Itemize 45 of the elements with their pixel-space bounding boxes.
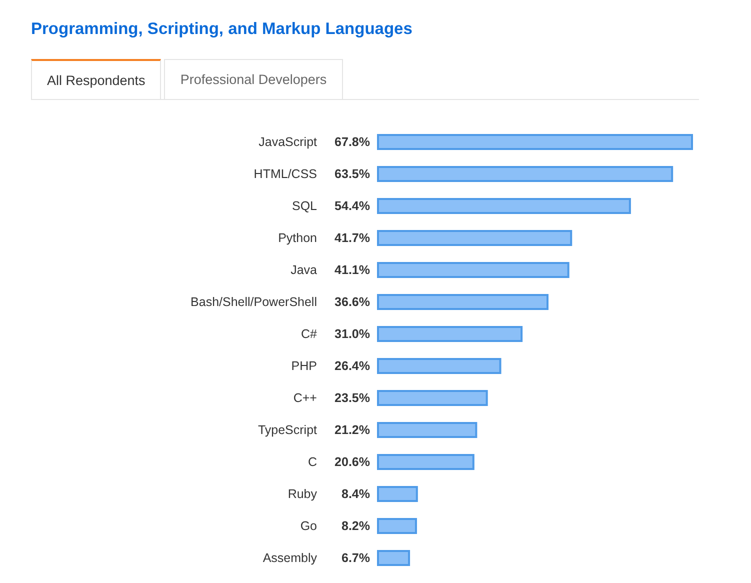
bar bbox=[377, 230, 572, 246]
bar bbox=[377, 294, 549, 310]
bar bbox=[377, 134, 693, 150]
data-label: 20.6% bbox=[334, 455, 370, 469]
data-label: 21.2% bbox=[334, 423, 370, 437]
y-tick-label: SQL bbox=[292, 199, 318, 213]
data-label: 54.4% bbox=[334, 199, 370, 213]
bar bbox=[377, 454, 474, 470]
bar bbox=[377, 358, 502, 374]
y-tick-label: Ruby bbox=[288, 487, 318, 501]
bar bbox=[377, 486, 418, 502]
bar bbox=[377, 550, 410, 566]
data-label: 8.4% bbox=[342, 487, 370, 501]
text: Professional Developers bbox=[164, 59, 343, 99]
y-tick-label: Bash/Shell/PowerShell bbox=[190, 295, 317, 309]
y-tick-label: PHP bbox=[291, 359, 317, 373]
text: All Respondents bbox=[31, 59, 162, 99]
data-label: 26.4% bbox=[334, 359, 370, 373]
y-tick-label: Assembly bbox=[262, 551, 318, 565]
y-tick-label: Go bbox=[300, 519, 318, 533]
y-tick-label: Python bbox=[278, 231, 318, 245]
bar bbox=[377, 198, 631, 214]
data-label: 8.2% bbox=[342, 519, 370, 533]
text: Programming, Scripting, and Markup Languages bbox=[31, 20, 412, 39]
y-tick-label: Java bbox=[290, 263, 318, 277]
data-label: 31.0% bbox=[334, 327, 370, 341]
data-label: 23.5% bbox=[334, 391, 370, 405]
y-tick-label: TypeScript bbox=[258, 423, 318, 437]
y-tick-label: HTML/CSS bbox=[254, 167, 317, 181]
bar bbox=[377, 422, 478, 438]
bar bbox=[377, 166, 674, 182]
data-label: 41.7% bbox=[334, 231, 370, 245]
data-label: 41.1% bbox=[334, 263, 370, 277]
data-label: 36.6% bbox=[334, 295, 370, 309]
data-label: 6.7% bbox=[342, 551, 370, 565]
y-tick-label: C# bbox=[301, 327, 318, 341]
data-label: 67.8% bbox=[334, 135, 370, 149]
bar bbox=[377, 262, 570, 278]
bar bbox=[377, 326, 523, 342]
data-label: 63.5% bbox=[334, 167, 370, 181]
bar bbox=[377, 518, 417, 534]
y-tick-label: C++ bbox=[293, 391, 317, 405]
y-tick-label: JavaScript bbox=[258, 135, 318, 149]
bar bbox=[377, 390, 488, 406]
y-tick-label: C bbox=[308, 455, 317, 469]
